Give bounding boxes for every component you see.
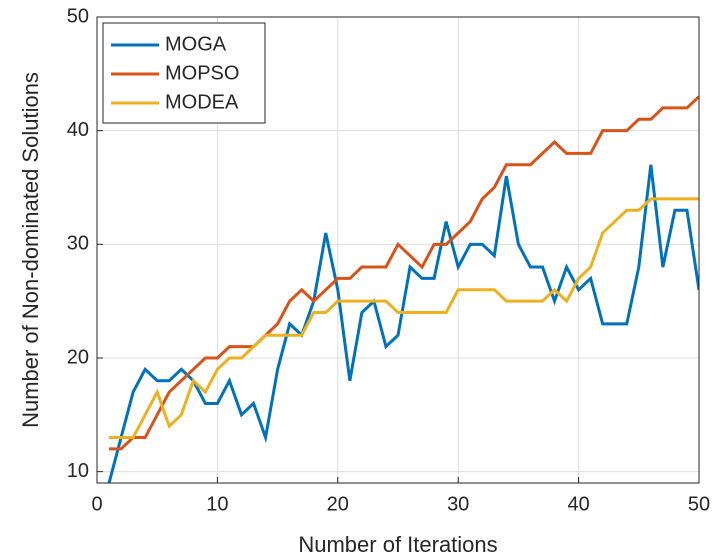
series-line: [109, 95, 699, 451]
y-tick-label: 50: [67, 5, 89, 27]
legend-label: MODEA: [165, 91, 239, 113]
plot-frame: [96, 16, 700, 484]
x-tick-label: 40: [567, 493, 589, 515]
y-tick-label: 10: [67, 460, 89, 482]
x-tick-label: 50: [688, 493, 710, 515]
series-line: [109, 197, 699, 440]
legend-label: MOGA: [165, 33, 227, 55]
series-line: [107, 164, 699, 483]
y-axis-label: Number of Non-dominated Solutions: [18, 72, 43, 428]
x-tick-label: 0: [91, 493, 102, 515]
y-tick-label: 20: [67, 346, 89, 368]
x-tick-label: 30: [447, 493, 469, 515]
legend-label: MOPSO: [165, 62, 239, 84]
x-axis-label: Number of Iterations: [298, 532, 497, 557]
x-tick-label: 10: [206, 493, 228, 515]
y-tick-label: 30: [67, 233, 89, 255]
y-tick-label: 40: [67, 119, 89, 141]
x-tick-label: 20: [327, 493, 349, 515]
